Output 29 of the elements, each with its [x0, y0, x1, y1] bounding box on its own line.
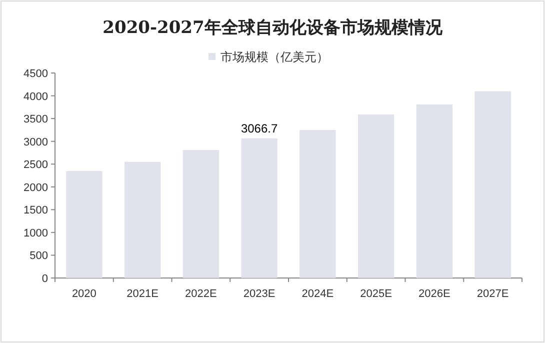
y-tick-label: 0: [42, 273, 48, 285]
bar: [66, 170, 102, 278]
y-tick-label: 4500: [24, 68, 48, 80]
chart-title: 2020-2027年全球自动化设备市场规模情况: [102, 18, 444, 38]
x-tick-label: 2026E: [418, 288, 450, 300]
bar: [300, 130, 336, 278]
bar: [182, 150, 220, 278]
y-tick-label: 2500: [24, 159, 48, 172]
x-tick-label: 2020: [72, 288, 96, 300]
data-label: 3066.7: [240, 121, 278, 136]
x-tick-label: 2025E: [360, 288, 392, 300]
y-tick-label: 1000: [24, 227, 48, 240]
y-tick-label: 2000: [24, 182, 48, 194]
y-tick-label: 1500: [24, 204, 48, 217]
y-tick-label: 3000: [24, 136, 48, 148]
legend: 市场规模（亿美元）: [208, 50, 328, 64]
bar: [358, 114, 394, 278]
bar: [474, 91, 511, 278]
x-tick-label: 2021E: [126, 288, 158, 300]
y-tick-label: 4000: [24, 90, 48, 103]
bar: [124, 162, 161, 278]
y-tick-label: 3500: [24, 114, 48, 126]
x-tick-label: 2024E: [302, 288, 334, 300]
bar: [241, 138, 278, 278]
bar: [416, 104, 453, 278]
x-tick-label: 2023E: [243, 288, 276, 300]
x-tick-label: 2022E: [185, 288, 217, 300]
y-tick-label: 500: [30, 250, 48, 262]
x-tick-label: 2027E: [476, 288, 509, 300]
